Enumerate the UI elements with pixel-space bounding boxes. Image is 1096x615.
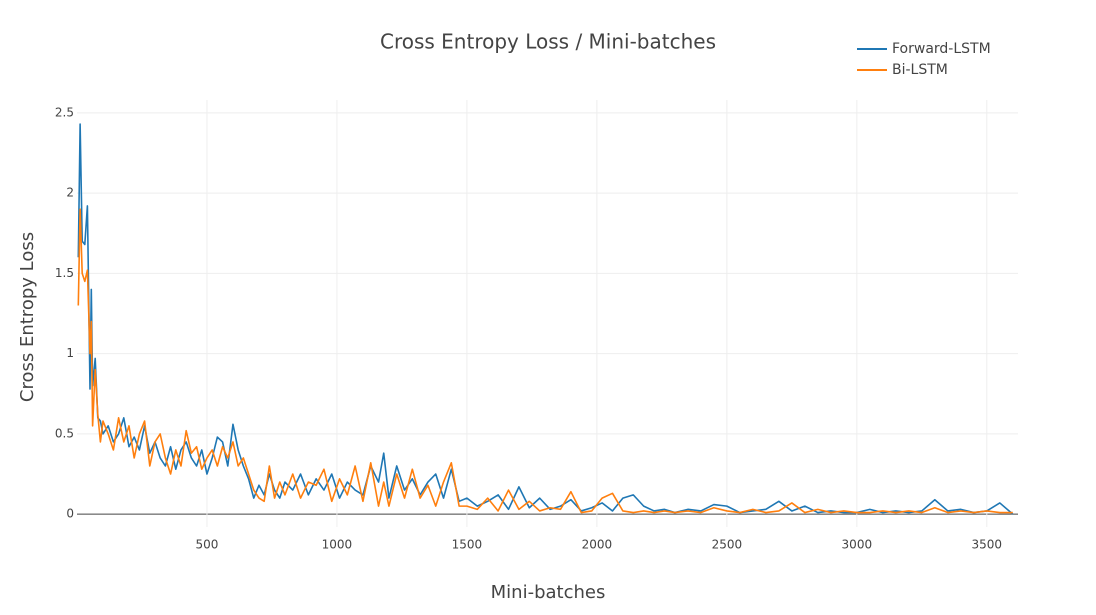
y-tick-label: 1 (66, 346, 74, 360)
x-axis-title: Mini-batches (491, 582, 606, 603)
x-tick-label: 500 (196, 538, 219, 552)
y-tick-label: 0.5 (55, 426, 74, 440)
x-tick-label: 3000 (842, 538, 873, 552)
y-tick-label: 1.5 (55, 266, 74, 280)
x-tick-label: 2500 (712, 538, 743, 552)
chart-title: Cross Entropy Loss / Mini-batches (380, 30, 716, 54)
y-tick-label: 2.5 (55, 105, 74, 119)
x-tick-label: 2000 (582, 538, 613, 552)
legend-label: Forward-LSTM (892, 41, 991, 57)
x-tick-label: 1000 (322, 538, 353, 552)
series-line (77, 123, 1014, 515)
y-tick-label: 0 (66, 507, 74, 521)
x-tick-label: 1500 (452, 538, 483, 552)
y-axis-title: Cross Entropy Loss (17, 232, 38, 402)
series-line (77, 208, 1013, 514)
grid (77, 100, 1018, 527)
y-tick-label: 2 (66, 186, 74, 200)
legend-label: Bi-LSTM (892, 62, 948, 78)
x-tick-label: 3500 (972, 538, 1003, 552)
